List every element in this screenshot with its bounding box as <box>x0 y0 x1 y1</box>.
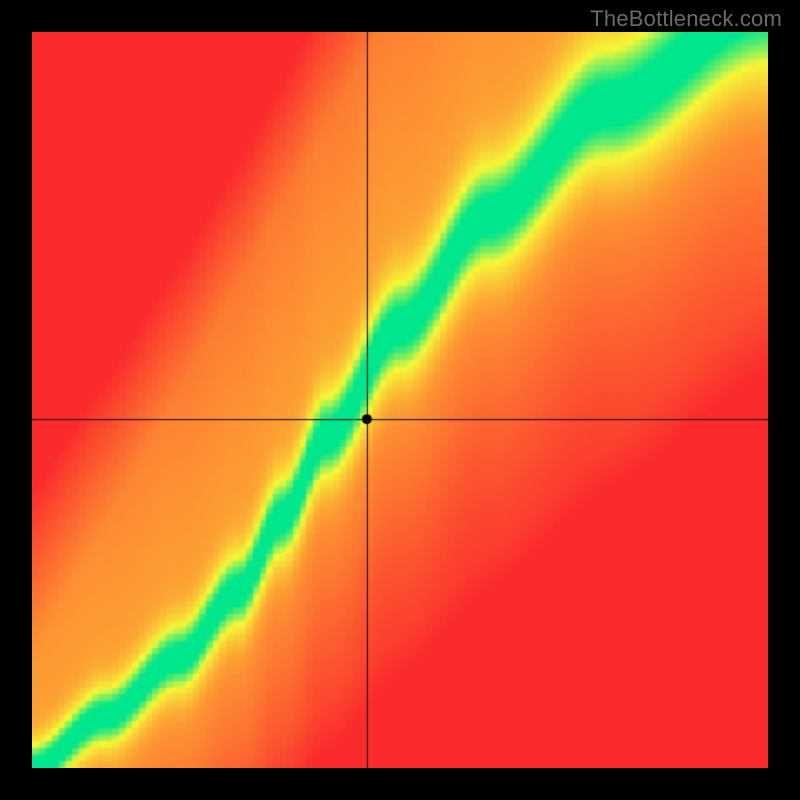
chart-container: TheBottleneck.com <box>0 0 800 800</box>
crosshair-overlay <box>32 32 768 768</box>
watermark-text: TheBottleneck.com <box>590 6 782 32</box>
